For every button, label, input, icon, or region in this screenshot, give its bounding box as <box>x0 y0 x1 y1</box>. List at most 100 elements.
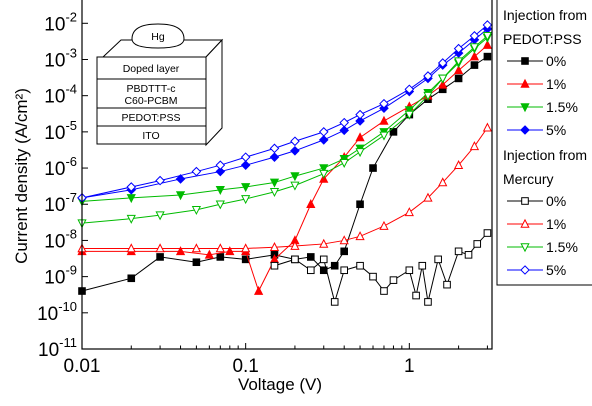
data-point-p0 <box>306 253 315 261</box>
data-point-m5 <box>453 43 464 54</box>
data-point-p1 <box>469 51 480 61</box>
data-point-m0 <box>405 266 414 275</box>
data-point-m0 <box>434 255 442 264</box>
data-point-m1 <box>339 235 349 245</box>
y-tick-exponent: -8 <box>65 226 77 241</box>
inset-pedot-label: PEDOT:PSS <box>122 112 181 124</box>
data-point-m1 <box>191 243 202 253</box>
legend-marker <box>520 78 530 88</box>
data-point-p1 <box>254 285 264 295</box>
legend-group-title: PEDOT:PSS <box>503 31 582 47</box>
data-point-p0 <box>241 255 250 264</box>
legend-marker <box>521 57 529 65</box>
data-point-p1 <box>175 246 186 256</box>
data-point-m1 <box>469 141 480 151</box>
y-tick-label: 10-10 <box>37 299 77 325</box>
legend-label: 1.5% <box>546 239 578 255</box>
y-tick-label: 10-11 <box>38 335 77 361</box>
series-m1 <box>77 122 493 253</box>
data-point-m5 <box>290 136 300 147</box>
x-tick-label: 0.01 <box>64 356 101 377</box>
data-point-m0 <box>356 261 364 270</box>
data-point-m0 <box>424 298 432 306</box>
legend: Injection from PEDOT:PSS 0% 1% 1.5% 5% Injecti… <box>496 0 592 286</box>
y-tick-label: 10-7 <box>44 190 77 216</box>
legend-label: 5% <box>546 262 566 278</box>
y-tick-label: 10-3 <box>44 45 77 71</box>
data-point-p5 <box>240 160 251 170</box>
y-tick-exponent: -11 <box>59 335 77 350</box>
series-line-m0 <box>274 232 488 304</box>
legend-label: 1% <box>546 76 566 92</box>
inset-pcbm-label: C60-PCBM <box>124 95 177 107</box>
inset-doped-label: Doped layer <box>123 63 180 75</box>
data-point-m5 <box>339 117 350 128</box>
data-point-p5 <box>290 145 300 156</box>
y-tick-exponent: -9 <box>65 263 77 278</box>
y-tick-exponent: -10 <box>58 299 77 314</box>
legend-label: 1% <box>546 216 566 232</box>
y-tick-label: 10-4 <box>44 82 77 108</box>
data-point-p5 <box>175 174 186 184</box>
data-point-m1 <box>126 243 136 253</box>
data-point-p15 <box>175 191 186 201</box>
data-point-m1 <box>269 242 280 252</box>
data-point-p0 <box>470 61 479 69</box>
data-point-p15 <box>269 178 280 188</box>
data-point-p0 <box>156 253 164 261</box>
data-point-p0 <box>483 52 492 61</box>
data-point-p0 <box>454 74 463 83</box>
legend-group-title: Injection from <box>503 7 587 23</box>
data-point-m5 <box>269 143 280 154</box>
data-point-m0 <box>340 266 348 275</box>
inset-layer-active <box>96 78 207 109</box>
y-tick-label: 10-9 <box>44 263 77 289</box>
data-point-m15 <box>155 211 165 221</box>
x-tick-label: 0.1 <box>232 356 258 377</box>
series-layer <box>77 20 493 306</box>
x-axis-title: Voltage (V) <box>238 375 322 394</box>
data-point-m15 <box>319 169 329 179</box>
data-point-p0 <box>369 164 377 172</box>
data-point-p5 <box>318 135 329 145</box>
y-tick-exponent: -2 <box>65 9 77 24</box>
data-point-m15 <box>469 43 480 53</box>
y-tick-exponent: -7 <box>65 190 77 205</box>
y-tick-label: 10-5 <box>44 118 77 144</box>
data-point-m0 <box>464 251 473 259</box>
data-point-m5 <box>379 98 389 109</box>
data-point-p1 <box>355 132 365 142</box>
data-point-m15 <box>269 188 280 198</box>
series-line-m1 <box>82 127 488 249</box>
legend-group-title: Mercury <box>503 171 554 187</box>
data-point-m0 <box>418 261 427 270</box>
series-m5 <box>77 20 493 203</box>
data-point-p0 <box>127 274 136 283</box>
legend-marker <box>520 265 530 275</box>
data-point-m15 <box>355 148 365 158</box>
data-point-m5 <box>191 166 202 177</box>
data-point-p0 <box>330 261 339 270</box>
data-point-m5 <box>318 127 329 137</box>
y-tick-exponent: -4 <box>65 82 77 97</box>
data-point-m1 <box>355 231 365 241</box>
device-stack-inset: Hg Doped layer PBDTTT-c C60-PCBM PEDOT:P… <box>96 23 224 147</box>
data-point-p15 <box>215 186 225 196</box>
data-point-m15 <box>215 200 225 210</box>
data-point-p1 <box>438 79 448 89</box>
data-point-p0 <box>340 247 348 256</box>
data-point-m1 <box>379 220 389 230</box>
legend-label: 0% <box>546 53 566 69</box>
y-tick-label: 10-2 <box>44 9 77 35</box>
data-point-m1 <box>155 243 165 253</box>
data-point-m0 <box>270 261 279 270</box>
data-point-m0 <box>380 287 388 295</box>
y-tick-exponent: -3 <box>65 45 77 60</box>
data-point-m5 <box>482 20 493 30</box>
data-point-p0 <box>389 128 398 136</box>
y-tick-exponent: -6 <box>65 154 77 169</box>
data-point-m15 <box>438 74 448 84</box>
data-point-p5 <box>215 166 226 177</box>
data-point-m1 <box>482 122 493 132</box>
data-point-p0 <box>216 253 225 261</box>
